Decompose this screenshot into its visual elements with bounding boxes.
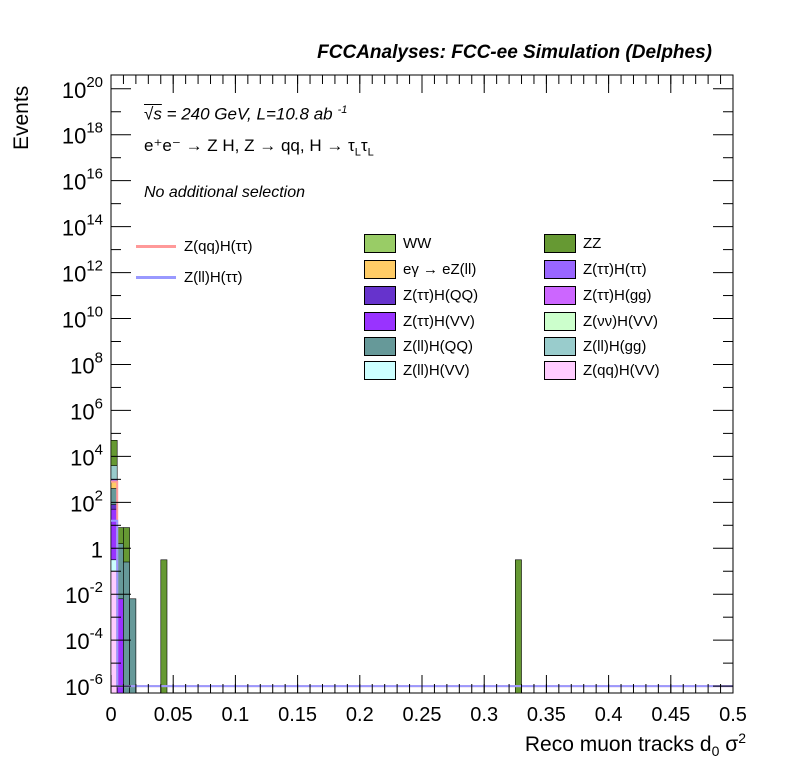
energy-value-label: = 240 GeV, L=10.8 ab <box>161 104 333 124</box>
y-tick-label: 10-6 <box>65 671 103 700</box>
x-axis-title: Reco muon tracks d0 σ2 <box>525 730 746 759</box>
process-subscript-1: L <box>354 146 361 159</box>
legend-entry-ztautau-htautau: Z(ττ)H(ττ) <box>544 260 647 279</box>
legend-label: Z(ττ)H(VV) <box>403 313 475 330</box>
x-axis-title-superscript: 2 <box>738 730 746 746</box>
x-tick-label: 0.3 <box>470 704 498 726</box>
y-tick-label: 1010 <box>62 304 103 333</box>
legend-label: Z(ττ)H(gg) <box>583 287 652 304</box>
legend-label: Z(ll)H(VV) <box>403 362 470 379</box>
y-tick-label: 104 <box>70 441 103 470</box>
legend-entry-egamma: eγ → eZ(ll) <box>364 260 476 279</box>
x-tick-label: 0.2 <box>346 704 374 726</box>
legend-swatch <box>544 260 576 279</box>
bar-segment <box>514 559 522 694</box>
legend-swatch <box>364 312 396 331</box>
legend-swatch <box>544 337 576 356</box>
x-axis-title-subscript: 0 <box>711 743 720 760</box>
y-tick-label: 1018 <box>62 120 103 149</box>
bar-segment <box>123 561 130 694</box>
energy-luminosity-label: √s = 240 GeV, L=10.8 ab -1 <box>144 104 347 125</box>
legend-line-swatch <box>136 245 176 248</box>
legend-label: Z(qq)H(ττ) <box>184 238 253 255</box>
y-axis-title: Events <box>10 85 33 150</box>
y-tick-label: 102 <box>70 487 103 516</box>
legend-entry-ztautau-hqq: Z(ττ)H(QQ) <box>364 286 478 305</box>
legend-swatch <box>544 286 576 305</box>
legend-line-swatch <box>136 276 176 279</box>
legend-entry-ztautau-hvv: Z(ττ)H(VV) <box>364 312 475 331</box>
y-tick-label: 1020 <box>62 74 103 103</box>
bar-segment <box>160 559 168 694</box>
y-tick-label: 10-4 <box>65 625 103 654</box>
chart-title: FCCAnalyses: FCC-ee Simulation (Delphes) <box>317 42 712 63</box>
sqrt-s-label: √s <box>144 104 162 124</box>
y-tick-label: 1 <box>91 537 103 562</box>
y-tick-label: 108 <box>70 349 103 378</box>
y-axis-ticks: 10-6 10-4 10-2 1 102 104 106 108 1010 1012 1014 101… <box>62 74 733 700</box>
process-label: e⁺e⁻ → Z H, Z → qq, H → τLτL <box>144 136 374 158</box>
legend-label: Z(νν)H(VV) <box>583 313 658 330</box>
x-tick-label: 0.45 <box>651 704 690 726</box>
legend-label: eγ → eZ(ll) <box>403 261 477 278</box>
luminosity-unit-exponent: -1 <box>337 104 348 116</box>
histogram-bars <box>110 439 522 694</box>
legend-label: WW <box>403 235 432 252</box>
x-tick-label: 0.1 <box>221 704 249 726</box>
series-line <box>111 519 733 688</box>
legend-entry-ww: WW <box>364 234 431 253</box>
process-text: e⁺e⁻ → Z H, Z → qq, H → τ <box>144 136 355 155</box>
legend-entry-zz: ZZ <box>544 234 601 253</box>
series-line <box>111 480 733 688</box>
legend-swatch <box>364 337 396 356</box>
legend-swatch <box>364 361 396 380</box>
x-tick-label: 0.25 <box>403 704 442 726</box>
process-subscript-2: L <box>367 146 374 159</box>
selection-label: No additional selection <box>144 184 305 201</box>
legend-swatch <box>364 286 396 305</box>
legend-swatch <box>544 312 576 331</box>
legend-entry-zll-htautau: Z(ll)H(ττ) <box>136 269 243 286</box>
legend-label: ZZ <box>583 235 602 252</box>
x-axis-title-main: Reco muon tracks d <box>524 733 712 756</box>
x-tick-label: 0.05 <box>154 704 193 726</box>
legend-entry-zqq-htautau: Z(qq)H(ττ) <box>136 238 253 255</box>
legend-entry-ztautau-hgg: Z(ττ)H(gg) <box>544 286 652 305</box>
signal-lines <box>111 480 733 688</box>
bar-segment <box>129 598 137 694</box>
y-tick-label: 1016 <box>62 166 103 195</box>
legend-label: Z(qq)H(VV) <box>583 362 660 379</box>
x-tick-label: 0 <box>105 704 116 726</box>
legend-entry-zll-hqq: Z(ll)H(QQ) <box>364 337 473 356</box>
x-tick-label: 0.4 <box>595 704 623 726</box>
legend-swatch <box>544 234 576 253</box>
legend-label: Z(ll)H(ττ) <box>184 269 243 286</box>
plot-frame <box>110 74 734 694</box>
legend-label: Z(ll)H(QQ) <box>403 338 473 355</box>
legend-entry-zqq-hvv: Z(qq)H(VV) <box>544 361 660 380</box>
y-tick-label: 1014 <box>62 212 103 241</box>
y-tick-label: 10-2 <box>65 579 103 608</box>
x-axis-title-sigma: σ <box>719 733 739 756</box>
legend-swatch <box>544 361 576 380</box>
x-tick-label: 0.15 <box>278 704 317 726</box>
legend-label: Z(ll)H(gg) <box>583 338 647 355</box>
legend-entry-znunu-hvv: Z(νν)H(VV) <box>544 312 658 331</box>
x-tick-label: 0.35 <box>527 704 566 726</box>
legend-entry-zll-hvv: Z(ll)H(VV) <box>364 361 470 380</box>
x-axis-ticks: 0 0.05 0.1 0.15 0.2 0.25 0.3 0.35 0.4 0.45 0.5 <box>105 75 747 726</box>
legend-entry-zll-hgg: Z(ll)H(gg) <box>544 337 646 356</box>
legend-label: Z(ττ)H(QQ) <box>403 287 479 304</box>
legend-swatch <box>364 260 396 279</box>
x-tick-label: 0.5 <box>719 704 747 726</box>
y-tick-label: 1012 <box>62 258 103 287</box>
legend-swatch <box>364 234 396 253</box>
process-tau-2: τ <box>360 136 368 155</box>
legend-label: Z(ττ)H(ττ) <box>583 261 647 278</box>
y-tick-label: 106 <box>70 395 103 424</box>
